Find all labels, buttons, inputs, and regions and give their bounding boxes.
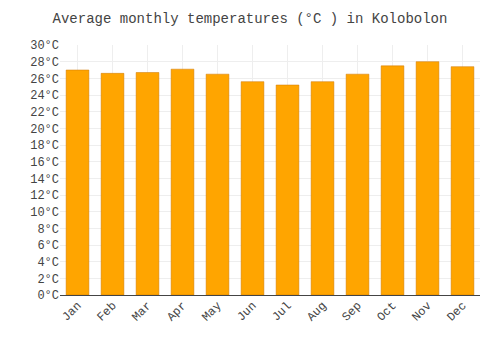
svg-text:6°C: 6°C [37, 239, 59, 253]
svg-text:Oct: Oct [374, 299, 399, 324]
svg-text:Jan: Jan [59, 299, 84, 324]
svg-text:Aug: Aug [304, 299, 329, 324]
svg-text:Apr: Apr [164, 299, 189, 324]
svg-text:18°C: 18°C [30, 139, 59, 153]
svg-text:Feb: Feb [94, 299, 119, 324]
svg-text:20°C: 20°C [30, 123, 59, 137]
svg-text:Average monthly temperatures (: Average monthly temperatures (°C ) in Ko… [53, 11, 448, 27]
svg-text:Mar: Mar [129, 299, 154, 324]
svg-text:28°C: 28°C [30, 56, 59, 70]
svg-text:Jul: Jul [269, 299, 294, 324]
svg-text:16°C: 16°C [30, 156, 59, 170]
svg-text:24°C: 24°C [30, 89, 59, 103]
svg-text:Nov: Nov [409, 299, 434, 324]
svg-text:Sep: Sep [339, 299, 364, 324]
svg-text:30°C: 30°C [30, 39, 59, 53]
svg-text:8°C: 8°C [37, 223, 59, 237]
svg-text:May: May [199, 299, 224, 324]
svg-text:4°C: 4°C [37, 256, 59, 270]
svg-text:12°C: 12°C [30, 189, 59, 203]
svg-text:0°C: 0°C [37, 289, 59, 303]
svg-text:Dec: Dec [444, 299, 469, 324]
svg-text:26°C: 26°C [30, 73, 59, 87]
svg-text:2°C: 2°C [37, 273, 59, 287]
svg-text:22°C: 22°C [30, 106, 59, 120]
svg-text:14°C: 14°C [30, 173, 59, 187]
svg-text:Jun: Jun [234, 299, 259, 324]
svg-text:10°C: 10°C [30, 206, 59, 220]
